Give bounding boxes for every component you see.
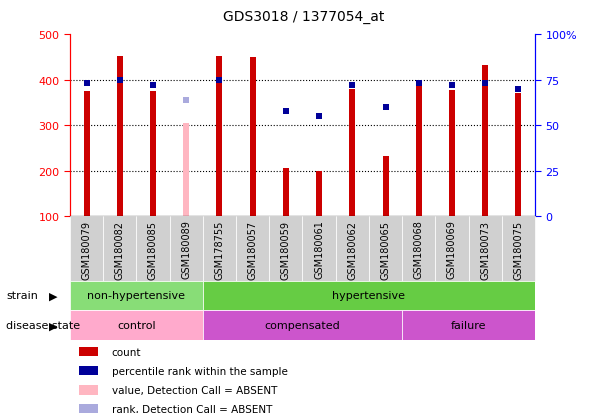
Text: GSM180089: GSM180089 — [181, 220, 191, 279]
Bar — [216, 57, 223, 217]
Text: GSM180061: GSM180061 — [314, 220, 324, 279]
Point — [115, 77, 125, 84]
FancyBboxPatch shape — [302, 217, 336, 281]
Text: GSM180085: GSM180085 — [148, 220, 158, 279]
Text: GSM180079: GSM180079 — [81, 220, 92, 279]
Bar — [183, 124, 189, 217]
Bar — [482, 66, 488, 217]
Text: non-hypertensive: non-hypertensive — [88, 291, 185, 301]
FancyBboxPatch shape — [70, 217, 103, 281]
Text: GSM180059: GSM180059 — [281, 220, 291, 279]
FancyBboxPatch shape — [336, 217, 369, 281]
FancyBboxPatch shape — [203, 311, 402, 340]
FancyBboxPatch shape — [269, 217, 302, 281]
Bar — [79, 385, 98, 394]
Point — [81, 81, 91, 88]
Bar — [83, 92, 89, 217]
Text: GSM178755: GSM178755 — [215, 220, 224, 279]
Text: hypertensive: hypertensive — [333, 291, 406, 301]
Text: compensated: compensated — [264, 320, 340, 330]
Point — [314, 114, 324, 120]
Bar — [117, 57, 123, 217]
FancyBboxPatch shape — [402, 217, 435, 281]
Text: failure: failure — [451, 320, 486, 330]
Point — [381, 104, 390, 111]
Bar — [79, 347, 98, 356]
Text: GSM180082: GSM180082 — [115, 220, 125, 279]
Point — [414, 81, 424, 88]
Text: ▶: ▶ — [49, 291, 58, 301]
Bar — [350, 90, 355, 217]
Point — [181, 97, 191, 104]
Text: GSM180065: GSM180065 — [381, 220, 390, 279]
Text: GSM180073: GSM180073 — [480, 220, 490, 279]
Bar — [79, 366, 98, 375]
FancyBboxPatch shape — [469, 217, 502, 281]
Text: strain: strain — [6, 291, 38, 301]
Point — [514, 86, 523, 93]
Bar — [416, 81, 422, 217]
Text: value, Detection Call = ABSENT: value, Detection Call = ABSENT — [112, 385, 277, 395]
Bar — [382, 157, 389, 217]
Text: percentile rank within the sample: percentile rank within the sample — [112, 366, 288, 376]
Text: GSM180062: GSM180062 — [347, 220, 358, 279]
FancyBboxPatch shape — [203, 281, 535, 311]
Text: ▶: ▶ — [49, 320, 58, 330]
Bar — [516, 94, 522, 217]
FancyBboxPatch shape — [70, 281, 203, 311]
Bar — [79, 404, 98, 413]
FancyBboxPatch shape — [103, 217, 136, 281]
FancyBboxPatch shape — [170, 217, 203, 281]
Point — [148, 83, 158, 89]
Point — [347, 83, 357, 89]
FancyBboxPatch shape — [502, 217, 535, 281]
Text: rank, Detection Call = ABSENT: rank, Detection Call = ABSENT — [112, 404, 272, 413]
Point — [480, 81, 490, 88]
Text: GDS3018 / 1377054_at: GDS3018 / 1377054_at — [223, 10, 385, 24]
Point — [447, 83, 457, 89]
Text: GSM180075: GSM180075 — [513, 220, 523, 279]
Bar — [150, 92, 156, 217]
Text: GSM180068: GSM180068 — [414, 220, 424, 279]
FancyBboxPatch shape — [369, 217, 402, 281]
Text: disease state: disease state — [6, 320, 80, 330]
Point — [215, 77, 224, 84]
FancyBboxPatch shape — [435, 217, 469, 281]
FancyBboxPatch shape — [236, 217, 269, 281]
Text: control: control — [117, 320, 156, 330]
Point — [281, 108, 291, 115]
FancyBboxPatch shape — [70, 311, 203, 340]
Bar — [250, 58, 255, 217]
Bar — [316, 171, 322, 217]
Text: GSM180069: GSM180069 — [447, 220, 457, 279]
Text: GSM180057: GSM180057 — [247, 220, 258, 279]
FancyBboxPatch shape — [203, 217, 236, 281]
Text: count: count — [112, 347, 141, 357]
FancyBboxPatch shape — [136, 217, 170, 281]
Bar — [449, 91, 455, 217]
FancyBboxPatch shape — [402, 311, 535, 340]
Bar — [283, 168, 289, 217]
